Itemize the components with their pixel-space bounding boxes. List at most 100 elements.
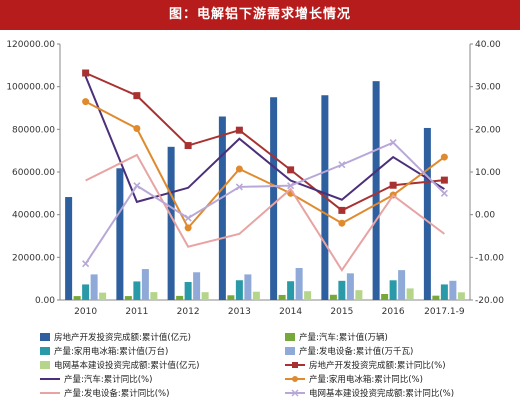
left-tick-label: 100000.00 [6,83,55,93]
bar-series-group [65,81,465,300]
bar [90,274,98,300]
legend-label: 产量:汽车:累计同比(%) [64,375,153,385]
legend-label: 产量:发电设备:累计值(万千瓦) [299,347,414,357]
legend-swatch [285,347,295,355]
right-tick-label: -10.00 [475,253,504,263]
legend-label: 产量:家用电冰箱:累计同比(%) [309,375,423,385]
bar [116,168,124,300]
bar [457,292,465,300]
legend-item: 电网基本建设投资完成额:累计同比(%) [285,387,454,399]
bar [193,272,201,300]
series-line [85,100,445,230]
right-tick-label: 0.00 [475,211,495,221]
line-point-square [389,181,397,189]
bar [287,281,295,300]
line-point-circle [440,153,448,161]
line-point-circle [82,98,90,106]
series-line [84,141,446,265]
bar [432,295,440,300]
bar [176,295,184,300]
legend-swatch [40,347,50,355]
x-stroke [235,183,243,191]
bar [329,294,337,300]
line-point-x [389,138,397,147]
x-stroke [133,182,141,190]
legend-item: 电网基本建设投资完成额:累计值(亿元) [40,359,200,371]
line-point-square [184,142,192,150]
line-point-x [440,189,448,197]
legend-label: 电网基本建设投资完成额:累计同比(%) [309,389,455,399]
legend-item: 产量:汽车:累计同比(%) [40,373,152,385]
line-point-square [133,92,141,100]
bar [304,291,312,300]
legend-label: 产量:发电设备:累计同比(%) [64,389,170,399]
line-point-circle [184,224,192,232]
x-tick-label: 2016 [382,307,405,317]
bar [252,291,260,300]
line-point-x [133,182,141,190]
bar [184,282,192,300]
legend-swatch [285,333,295,341]
line-point-x [82,260,90,268]
bar [141,269,149,300]
legend-label: 产量:汽车:累计值(万辆) [299,333,388,343]
legend-line-swatch [40,378,60,380]
bar [167,146,175,300]
x-tick-label: 2010 [74,307,97,317]
legend-label: 房地产开发投资完成额:累计值(亿元) [54,333,191,343]
legend-item: 房地产开发投资完成额:累计同比(%) [285,359,446,371]
bar [124,296,132,300]
left-tick-label: 60000.00 [12,168,55,178]
right-tick-label: 10.00 [475,168,501,178]
line-point-x [235,183,243,191]
left-tick-label: 20000.00 [12,253,55,263]
line-point-x [287,182,295,190]
line-point-circle [133,124,141,132]
bar [270,97,278,300]
bar [133,281,141,300]
line-point-square [287,166,295,174]
series-line [85,72,445,212]
bar [398,270,406,300]
x-stroke [389,138,397,147]
x-tick-label: 2012 [177,307,200,317]
line-point-x [338,161,346,169]
bar [73,296,81,300]
right-tick-label: 40.00 [475,40,501,50]
legend-item: 房地产开发投资完成额:累计值(亿元) [40,331,191,343]
bar [381,294,389,300]
x-stroke [440,189,448,197]
bar [338,280,346,300]
bar [423,127,431,300]
x-stroke [184,214,192,222]
right-tick-label: 20.00 [475,125,501,135]
chart-title: 图：电解铝下游需求增长情况 [0,0,520,30]
legend-line-swatch [285,389,305,397]
bar [82,284,90,300]
left-tick-label: 80000.00 [12,125,55,135]
legend-item: 产量:发电设备:累计同比(%) [40,387,169,399]
bar [346,273,354,300]
right-tick-label: 30.00 [475,83,501,93]
series-line [84,76,445,204]
legend-label: 产量:家用电冰箱:累计值(万台) [54,347,169,357]
x-tick-label: 2013 [228,307,251,317]
bar [227,295,235,300]
bar [355,290,363,300]
legend-item: 产量:家用电冰箱:累计同比(%) [285,373,423,385]
bar [99,292,107,300]
legend-item: 产量:汽车:累计值(万辆) [285,331,388,343]
line-point-circle [235,165,243,173]
bar [201,292,209,300]
legend-swatch [40,333,50,341]
bar [389,280,397,300]
line-point-x [184,214,192,222]
legend-item: 产量:家用电冰箱:累计值(万台) [40,345,168,357]
line-point-square [82,69,90,77]
series-line [85,153,445,272]
chart-plot: 0.00 20000.00 40000.00 60000.00 80000.00 1000… [6,40,504,317]
left-tick-label: 40000.00 [12,211,55,221]
legend-line-swatch [40,392,60,394]
right-tick-label: -20.00 [475,296,504,306]
x-stroke [287,182,295,190]
